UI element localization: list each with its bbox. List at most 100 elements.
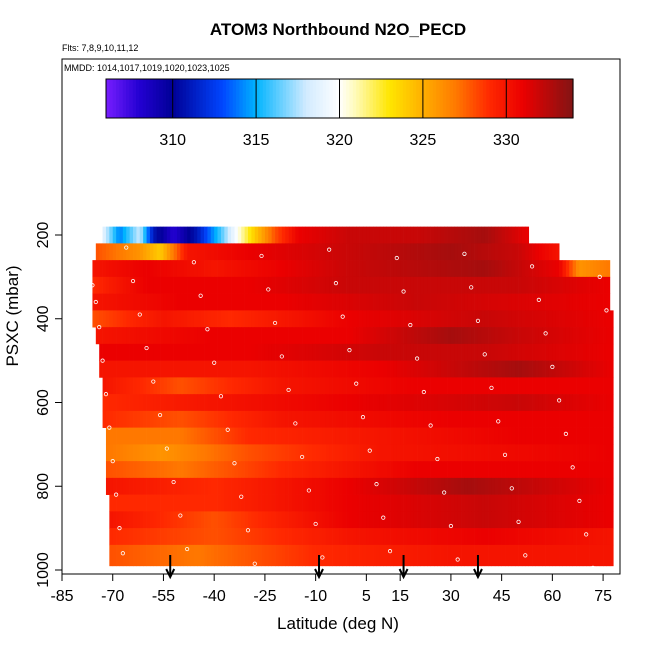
colorbar-segment	[229, 79, 234, 118]
heatmap-cell	[379, 276, 384, 294]
heatmap-cell	[210, 410, 215, 428]
heatmap-cell	[308, 528, 313, 546]
heatmap-cell	[156, 528, 161, 546]
colorbar-segment	[416, 79, 421, 118]
heatmap-cell	[241, 511, 245, 529]
heatmap-cell	[227, 511, 232, 529]
heatmap-cell	[511, 511, 516, 529]
heatmap-cell	[515, 276, 519, 294]
heatmap-cell	[450, 544, 455, 567]
heatmap-cell	[528, 461, 533, 479]
heatmap-cell	[170, 343, 174, 361]
heatmap-cell	[406, 461, 411, 479]
heatmap-cell	[576, 394, 580, 412]
heatmap-cell	[116, 310, 120, 328]
heatmap-cell	[403, 394, 408, 412]
heatmap-cell	[521, 276, 526, 294]
heatmap-cell	[146, 276, 151, 294]
heatmap-cell	[95, 276, 100, 294]
heatmap-cell	[589, 477, 594, 495]
heatmap-cell	[501, 410, 506, 428]
heatmap-cell	[248, 444, 252, 462]
heatmap-cell	[518, 494, 523, 512]
heatmap-cell	[204, 511, 208, 529]
heatmap-cell	[447, 528, 452, 546]
heatmap-cell	[481, 327, 486, 345]
heatmap-cell	[440, 310, 445, 328]
heatmap-cell	[417, 477, 421, 495]
heatmap-cell	[258, 544, 262, 567]
heatmap-cell	[477, 477, 482, 495]
heatmap-cell	[180, 377, 185, 395]
heatmap-cell	[366, 461, 371, 479]
heatmap-cell	[454, 494, 459, 512]
heatmap-cell	[535, 444, 540, 462]
heatmap-cell	[376, 243, 381, 261]
heatmap-cell	[305, 494, 310, 512]
heatmap-cell	[406, 394, 411, 412]
heatmap-cell	[521, 327, 526, 345]
heatmap-cell	[143, 394, 147, 412]
heatmap-cell	[552, 427, 557, 445]
heatmap-cell	[308, 477, 313, 495]
heatmap-cell	[183, 511, 188, 529]
heatmap-cell	[423, 461, 428, 479]
colorbar-segment	[279, 79, 284, 118]
heatmap-cell	[477, 544, 482, 567]
heatmap-cell	[187, 477, 191, 495]
heatmap-cell	[254, 293, 259, 311]
heatmap-cell	[386, 293, 391, 311]
heatmap-cell	[254, 310, 259, 328]
heatmap-cell	[515, 427, 519, 445]
heatmap-cell	[393, 494, 398, 512]
heatmap-cell	[291, 377, 296, 395]
heatmap-cell	[423, 444, 428, 462]
heatmap-cell	[305, 276, 310, 294]
heatmap-cell	[248, 427, 252, 445]
heatmap-cell	[518, 327, 523, 345]
heatmap-cell	[532, 243, 536, 261]
heatmap-cell	[386, 544, 391, 567]
heatmap-cell	[454, 544, 459, 567]
arrow-head	[398, 568, 409, 580]
heatmap-cell	[153, 260, 158, 278]
heatmap-cell	[122, 494, 127, 512]
observation-point	[272, 320, 278, 326]
heatmap-cell	[420, 260, 425, 278]
heatmap-cell	[119, 360, 124, 378]
heatmap-cell	[400, 293, 404, 311]
heatmap-cell	[214, 511, 218, 529]
heatmap-cell	[464, 444, 469, 462]
observation-point	[171, 479, 176, 485]
heatmap-cell	[599, 310, 604, 328]
heatmap-cell	[99, 293, 103, 311]
heatmap-cell	[498, 427, 502, 445]
colorbar-segment	[446, 79, 451, 118]
heatmap-cell	[501, 327, 506, 345]
heatmap-cell	[295, 477, 300, 495]
heatmap-cell	[586, 461, 590, 479]
heatmap-cell	[450, 410, 455, 428]
heatmap-cell	[176, 377, 181, 395]
heatmap-cell	[193, 528, 198, 546]
heatmap-cell	[532, 343, 536, 361]
heatmap-cell	[552, 293, 557, 311]
heatmap-cell	[393, 511, 398, 529]
heatmap-cell	[312, 444, 316, 462]
heatmap-cell	[275, 410, 279, 428]
heatmap-cell	[116, 394, 120, 412]
heatmap-cell	[471, 276, 475, 294]
heatmap-cell	[312, 327, 316, 345]
heatmap-cell	[565, 260, 570, 278]
heatmap-cell	[170, 477, 174, 495]
heatmap-cell	[396, 327, 401, 345]
heatmap-cell	[258, 528, 262, 546]
heatmap-cell	[109, 444, 114, 462]
heatmap-cell	[254, 343, 259, 361]
heatmap-cell	[325, 276, 330, 294]
heatmap-cell	[559, 260, 563, 278]
heatmap-cell	[329, 260, 333, 278]
colorbar-segment	[316, 79, 321, 118]
heatmap-cell	[298, 327, 303, 345]
heatmap-cell	[133, 494, 137, 512]
